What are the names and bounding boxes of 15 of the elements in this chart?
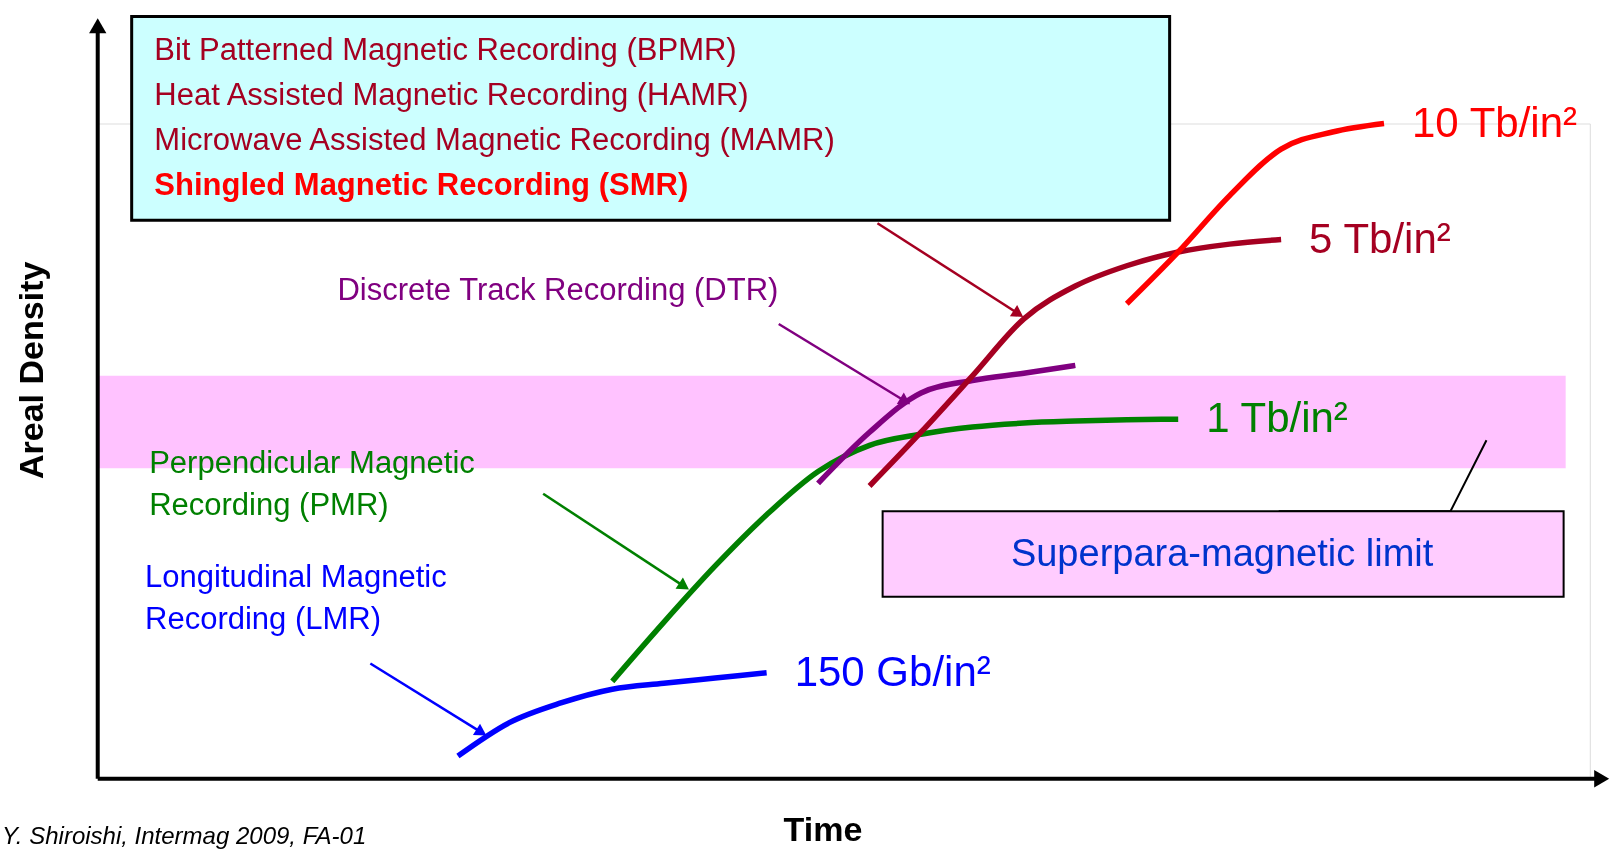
text: Heat Assisted Magnetic Recording (HAMR) bbox=[154, 77, 749, 113]
annotation: 1 Tb/in² bbox=[1206, 394, 1348, 442]
annotation: 5 Tb/in² bbox=[1309, 214, 1451, 262]
band-label: Superpara-magnetic limit bbox=[1010, 532, 1434, 575]
x-axis-title: Time bbox=[783, 810, 863, 849]
text: Bit Patterned Magnetic Recording (BPMR) bbox=[154, 32, 737, 68]
text: Discrete Track Recording (DTR) bbox=[337, 271, 779, 307]
annotation: Microwave Assisted Magnetic Recording (MAMR) bbox=[154, 122, 835, 158]
annotation: 150 Gb/in² bbox=[794, 647, 991, 695]
text: Longitudinal Magnetic Recording (LMR) bbox=[145, 558, 447, 636]
y-axis-title: Areal Density bbox=[11, 261, 50, 479]
annotation: 10 Tb/in² bbox=[1412, 98, 1578, 146]
text: Y. Shiroishi, Intermag 2009, FA-01 bbox=[2, 822, 367, 850]
annotation: Shingled Magnetic Recording (SMR) bbox=[154, 167, 689, 203]
text: Perpendicular Magnetic Recording (PMR) bbox=[149, 444, 475, 522]
